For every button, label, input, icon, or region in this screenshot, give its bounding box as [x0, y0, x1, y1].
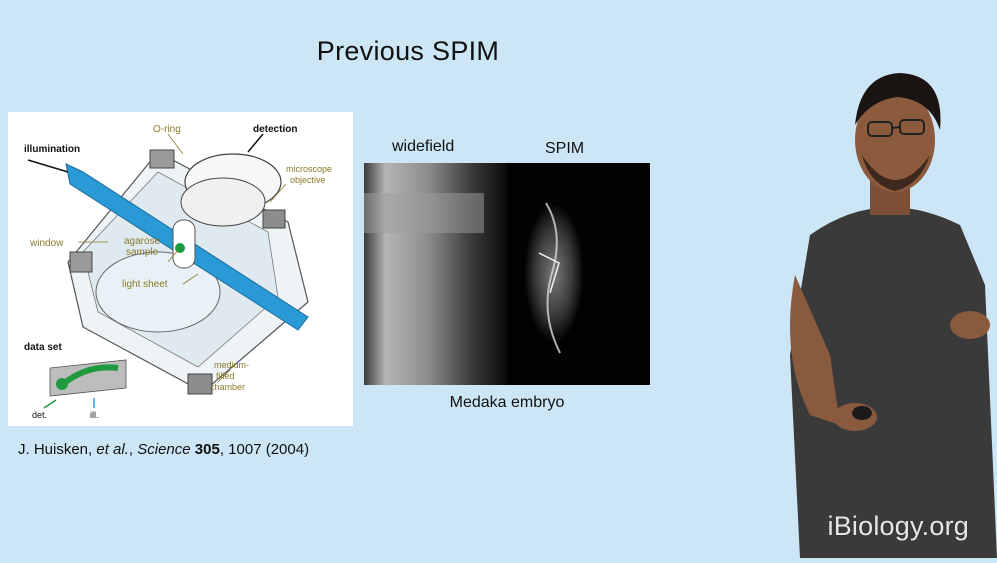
objective-lens-rim: [180, 177, 266, 227]
chamber-corner: [187, 373, 213, 395]
leader-line: [269, 183, 287, 203]
leader-line: [167, 133, 184, 155]
citation-journal: Science: [137, 441, 191, 458]
spim-setup-diagram: illumination O-ring detection microscope…: [8, 112, 353, 426]
illumination-arrow: [27, 159, 69, 173]
presenter-shirt: [790, 207, 997, 558]
label-medium: medium-: [214, 360, 249, 370]
spim-structure: [545, 202, 561, 354]
presenter-hair: [855, 73, 941, 130]
label-light-sheet: light sheet: [122, 279, 168, 290]
citation: J. Huisken, et al., Science 305, 1007 (2…: [18, 441, 310, 458]
detection-arrow: [247, 133, 264, 153]
presenter-hand-right: [950, 311, 990, 339]
det-arrow: [43, 399, 57, 409]
agarose-column: [172, 219, 196, 269]
presenter-svg: [790, 73, 997, 558]
citation-etal: et al.: [96, 441, 129, 458]
presenter-face: [855, 88, 935, 192]
slide-title: Previous SPIM: [316, 36, 500, 66]
citation-authors: J. Huisken,: [18, 441, 93, 458]
label-objective: objective: [290, 175, 326, 185]
label-window: window: [29, 238, 64, 249]
spim-structure: [538, 252, 560, 294]
chamber-window: [95, 251, 221, 333]
label-microscope: microscope: [286, 164, 332, 174]
spim-label: SPIM: [545, 140, 585, 157]
presenter-beard: [862, 155, 930, 191]
spim-embryo: [524, 203, 584, 343]
micrograph-caption: Medaka embryo: [449, 394, 565, 411]
data-set-sample: [61, 364, 119, 387]
label-filled: filled: [216, 371, 235, 381]
presenter-glasses: [867, 121, 893, 137]
leader-line: [167, 249, 179, 263]
data-set-sample-head: [56, 378, 68, 390]
label-det: det.: [32, 410, 47, 420]
citation-rest: , 1007 (2004): [219, 441, 310, 458]
chamber-corner: [69, 251, 93, 273]
medaka-micrograph: [364, 163, 650, 385]
micrograph-svg: [364, 163, 650, 385]
label-chamber: chamber: [210, 382, 245, 392]
ibiology-watermark: iBiology.org: [827, 511, 969, 541]
widefield-label: widefield: [392, 138, 455, 155]
spim-diagram-svg: illumination O-ring detection microscope…: [24, 124, 332, 420]
presenter-glasses: [891, 126, 901, 129]
label-data-set: data set: [24, 342, 62, 353]
chamber-corner: [149, 149, 175, 169]
label-sample: sample: [126, 247, 159, 258]
label-o-ring: O-ring: [153, 124, 181, 135]
label-agarose: agarose: [124, 236, 161, 247]
presenter-arm: [790, 275, 840, 425]
leader-line: [217, 369, 231, 383]
label-illumination: illumination: [24, 144, 80, 155]
widefield-haze: [364, 193, 484, 233]
remote-clicker: [852, 406, 872, 420]
label-detection: detection: [253, 124, 297, 135]
citation-volume: 305: [194, 441, 220, 458]
chamber-corner: [262, 209, 286, 229]
presenter-video: [770, 55, 997, 558]
label-ill: ill.: [90, 410, 99, 420]
leader-line: [182, 273, 199, 285]
